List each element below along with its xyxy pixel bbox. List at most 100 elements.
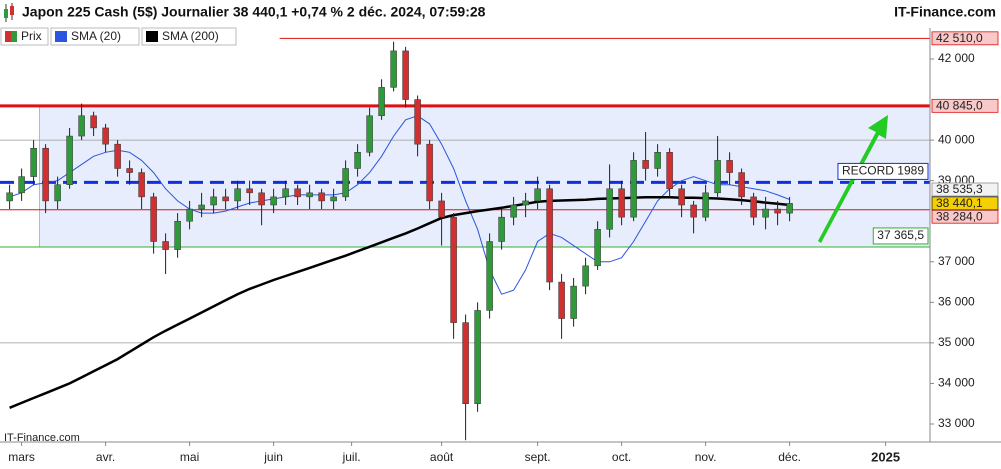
legend-swatch <box>55 31 67 42</box>
candle-body <box>426 143 433 202</box>
candle-body <box>450 216 457 323</box>
candle-body <box>66 135 73 185</box>
candle-body <box>270 196 277 206</box>
y-tick-label: 42 000 <box>938 51 975 65</box>
x-tick-label: mars <box>8 450 35 464</box>
zone <box>39 105 931 248</box>
legend-swatch <box>5 31 11 42</box>
candle-body <box>330 196 337 202</box>
x-tick-label: avr. <box>96 450 115 464</box>
candle-body <box>354 152 361 169</box>
x-tick-label: sept. <box>525 450 551 464</box>
candle-body <box>198 204 205 210</box>
candle-body <box>510 204 517 218</box>
candle-body <box>162 241 169 250</box>
sma-line <box>9 115 790 295</box>
candle-body <box>414 99 421 145</box>
source: IT-Finance.com <box>894 4 996 20</box>
candle-body <box>114 143 121 169</box>
candle-body <box>498 216 505 242</box>
legend-box <box>50 27 140 46</box>
candle-body <box>606 188 613 230</box>
candle-body <box>246 188 253 194</box>
candle-body <box>282 188 289 198</box>
x-tick-label: déc. <box>778 450 801 464</box>
level-label-box <box>872 227 929 245</box>
candle-body <box>6 192 13 202</box>
candle-body <box>774 208 781 214</box>
candle-body <box>618 188 625 218</box>
candle-body <box>402 50 409 100</box>
legend-swatch <box>11 31 17 42</box>
level-label-box <box>931 196 999 211</box>
y-tick-label: 36 000 <box>938 294 975 308</box>
candle-body <box>306 192 313 198</box>
legend-swatch <box>146 31 158 42</box>
plot-area <box>0 28 1001 443</box>
candle-body <box>150 196 157 242</box>
candle-body <box>78 115 85 137</box>
candle-body <box>378 87 385 117</box>
y-tick-label: 34 000 <box>938 376 975 390</box>
chart-title: Japon 225 Cash (5$) Journalier 38 440,1 … <box>22 4 486 20</box>
legend-label: SMA (200) <box>162 29 219 43</box>
candle-body <box>654 152 661 169</box>
candle-body <box>102 127 109 145</box>
level-label-box <box>931 182 999 197</box>
candle-body <box>138 172 145 198</box>
x-tick-label: août <box>430 450 454 464</box>
sma-line <box>9 196 790 409</box>
candle-body <box>258 192 265 206</box>
candle-body <box>630 160 637 218</box>
level-label: 38 284,0 <box>936 209 983 223</box>
candle-body <box>342 168 349 198</box>
legend-box <box>141 27 237 46</box>
candle-body <box>642 160 649 169</box>
level-label: RECORD 1989 <box>842 164 924 178</box>
y-tick-label: 40 000 <box>938 132 975 146</box>
candle-body <box>762 208 769 218</box>
candle-body <box>42 147 49 202</box>
x-tick-label: mai <box>180 450 199 464</box>
candle-body <box>438 200 445 218</box>
candle-body <box>54 184 61 202</box>
legend: Prix SMA (20) SMA (200) <box>0 27 237 46</box>
candle-body <box>702 192 709 218</box>
candle-body <box>678 188 685 206</box>
candle-body <box>126 168 133 173</box>
x-tick-label: oct. <box>612 450 631 464</box>
level-label: 38 440,1 <box>936 196 983 210</box>
candle-body <box>750 196 757 218</box>
candle-body <box>318 192 325 202</box>
candle-body <box>558 281 565 319</box>
y-tick-label: 37 000 <box>938 254 975 268</box>
candle-body <box>786 203 793 214</box>
candle-body <box>174 220 181 250</box>
level-label: 42 510,0 <box>936 31 983 45</box>
candle-body <box>534 188 541 202</box>
candle-body <box>210 196 217 206</box>
candle-body <box>582 265 589 287</box>
candle-body <box>594 229 601 267</box>
legend-label: Prix <box>21 29 42 43</box>
legend-label: SMA (20) <box>71 29 121 43</box>
candle-body <box>474 310 481 404</box>
candle-body <box>462 322 469 404</box>
level-label: 40 845,0 <box>936 99 983 113</box>
x-tick-label: juin <box>263 450 283 464</box>
candle-body <box>186 208 193 222</box>
candle-body <box>294 188 301 198</box>
level-label-box <box>931 31 999 46</box>
candle-body <box>390 50 397 88</box>
candle-body <box>90 115 97 129</box>
candle-body <box>366 115 373 153</box>
level-label-box <box>931 98 999 113</box>
candle-body <box>234 188 241 202</box>
level-label: 38 535,3 <box>936 182 983 196</box>
watermark: IT-Finance.com <box>4 432 80 444</box>
candle-body <box>522 200 529 206</box>
y-tick-label: 35 000 <box>938 335 975 349</box>
candle-body <box>714 160 721 194</box>
candle-body <box>570 285 577 319</box>
